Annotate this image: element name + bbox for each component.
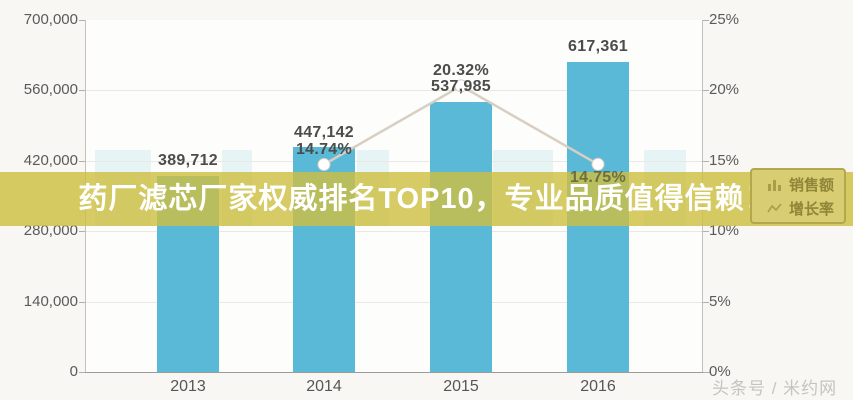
y-axis-right-tick-label: 15%	[709, 151, 740, 169]
bar-value-label: 537,985	[431, 77, 491, 95]
growth-value-label: 14.74%	[295, 141, 353, 159]
banner-text: 药厂滤芯厂家权威排名TOP10，专业品质值得信赖！	[78, 183, 775, 215]
gridline	[86, 301, 702, 303]
y-axis-right-tick	[703, 20, 709, 21]
x-axis-label-2014: 2014	[306, 378, 342, 395]
bar-value-label: 447,142	[294, 124, 354, 142]
y-axis-left-tick-label: 560,000	[23, 81, 78, 99]
line-chart-icon	[767, 202, 782, 212]
y-axis-right-tick-label: 5%	[709, 292, 731, 310]
y-axis-right-tick	[703, 231, 709, 233]
watermark: 头条号 / 米约网	[712, 379, 838, 398]
y-axis-left-tick-label: 700,000	[23, 11, 78, 28]
y-axis-left-tick-label: 420,000	[23, 151, 78, 169]
legend-label-growth: 增长率	[788, 200, 834, 218]
y-axis-right-tick	[703, 160, 709, 162]
y-axis-left-tick	[79, 20, 85, 21]
y-axis-left-tick	[79, 301, 85, 303]
y-axis-left-tick	[79, 160, 85, 162]
x-axis-label-2013: 2013	[170, 378, 206, 395]
x-axis-label-2015: 2015	[443, 378, 479, 395]
legend-label-sales: 销售额	[788, 176, 834, 194]
y-axis-left-tick-label: 280,000	[23, 222, 78, 240]
y-axis-right-tick-label: 0%	[709, 363, 731, 380]
y-axis-right-tick-label: 25%	[709, 11, 740, 28]
bar-value-label: 617,361	[568, 37, 628, 55]
legend-item-sales: 销售额	[752, 174, 844, 195]
legend: 销售额 增长率	[750, 168, 846, 224]
gridline	[86, 231, 702, 233]
x-axis-line	[85, 372, 710, 373]
headline-banner: 药厂滤芯厂家权威排名TOP10，专业品质值得信赖！	[0, 172, 853, 226]
x-axis-label-2016: 2016	[580, 378, 616, 395]
growth-value-label: 14.75%	[569, 169, 627, 187]
y-axis-right-tick-label: 20%	[709, 81, 740, 99]
growth-value-label: 20.32%	[432, 61, 490, 79]
legend-item-growth: 增长率	[752, 198, 844, 219]
y-axis-right-tick	[703, 301, 709, 303]
y-axis-left-tick	[79, 90, 85, 92]
bar-chart-icon	[767, 179, 781, 191]
bar-value-label: 389,712	[158, 152, 218, 169]
y-axis-left-tick	[79, 231, 85, 233]
y-axis-left-tick-label: 0	[69, 363, 78, 380]
y-axis-left-tick-label: 140,000	[23, 292, 78, 310]
bar-2015	[430, 101, 492, 372]
y-axis-left-tick	[79, 372, 85, 373]
y-axis-right-tick	[703, 90, 709, 92]
y-axis-right-tick-label: 10%	[709, 222, 740, 240]
y-axis-right-tick	[703, 372, 709, 373]
